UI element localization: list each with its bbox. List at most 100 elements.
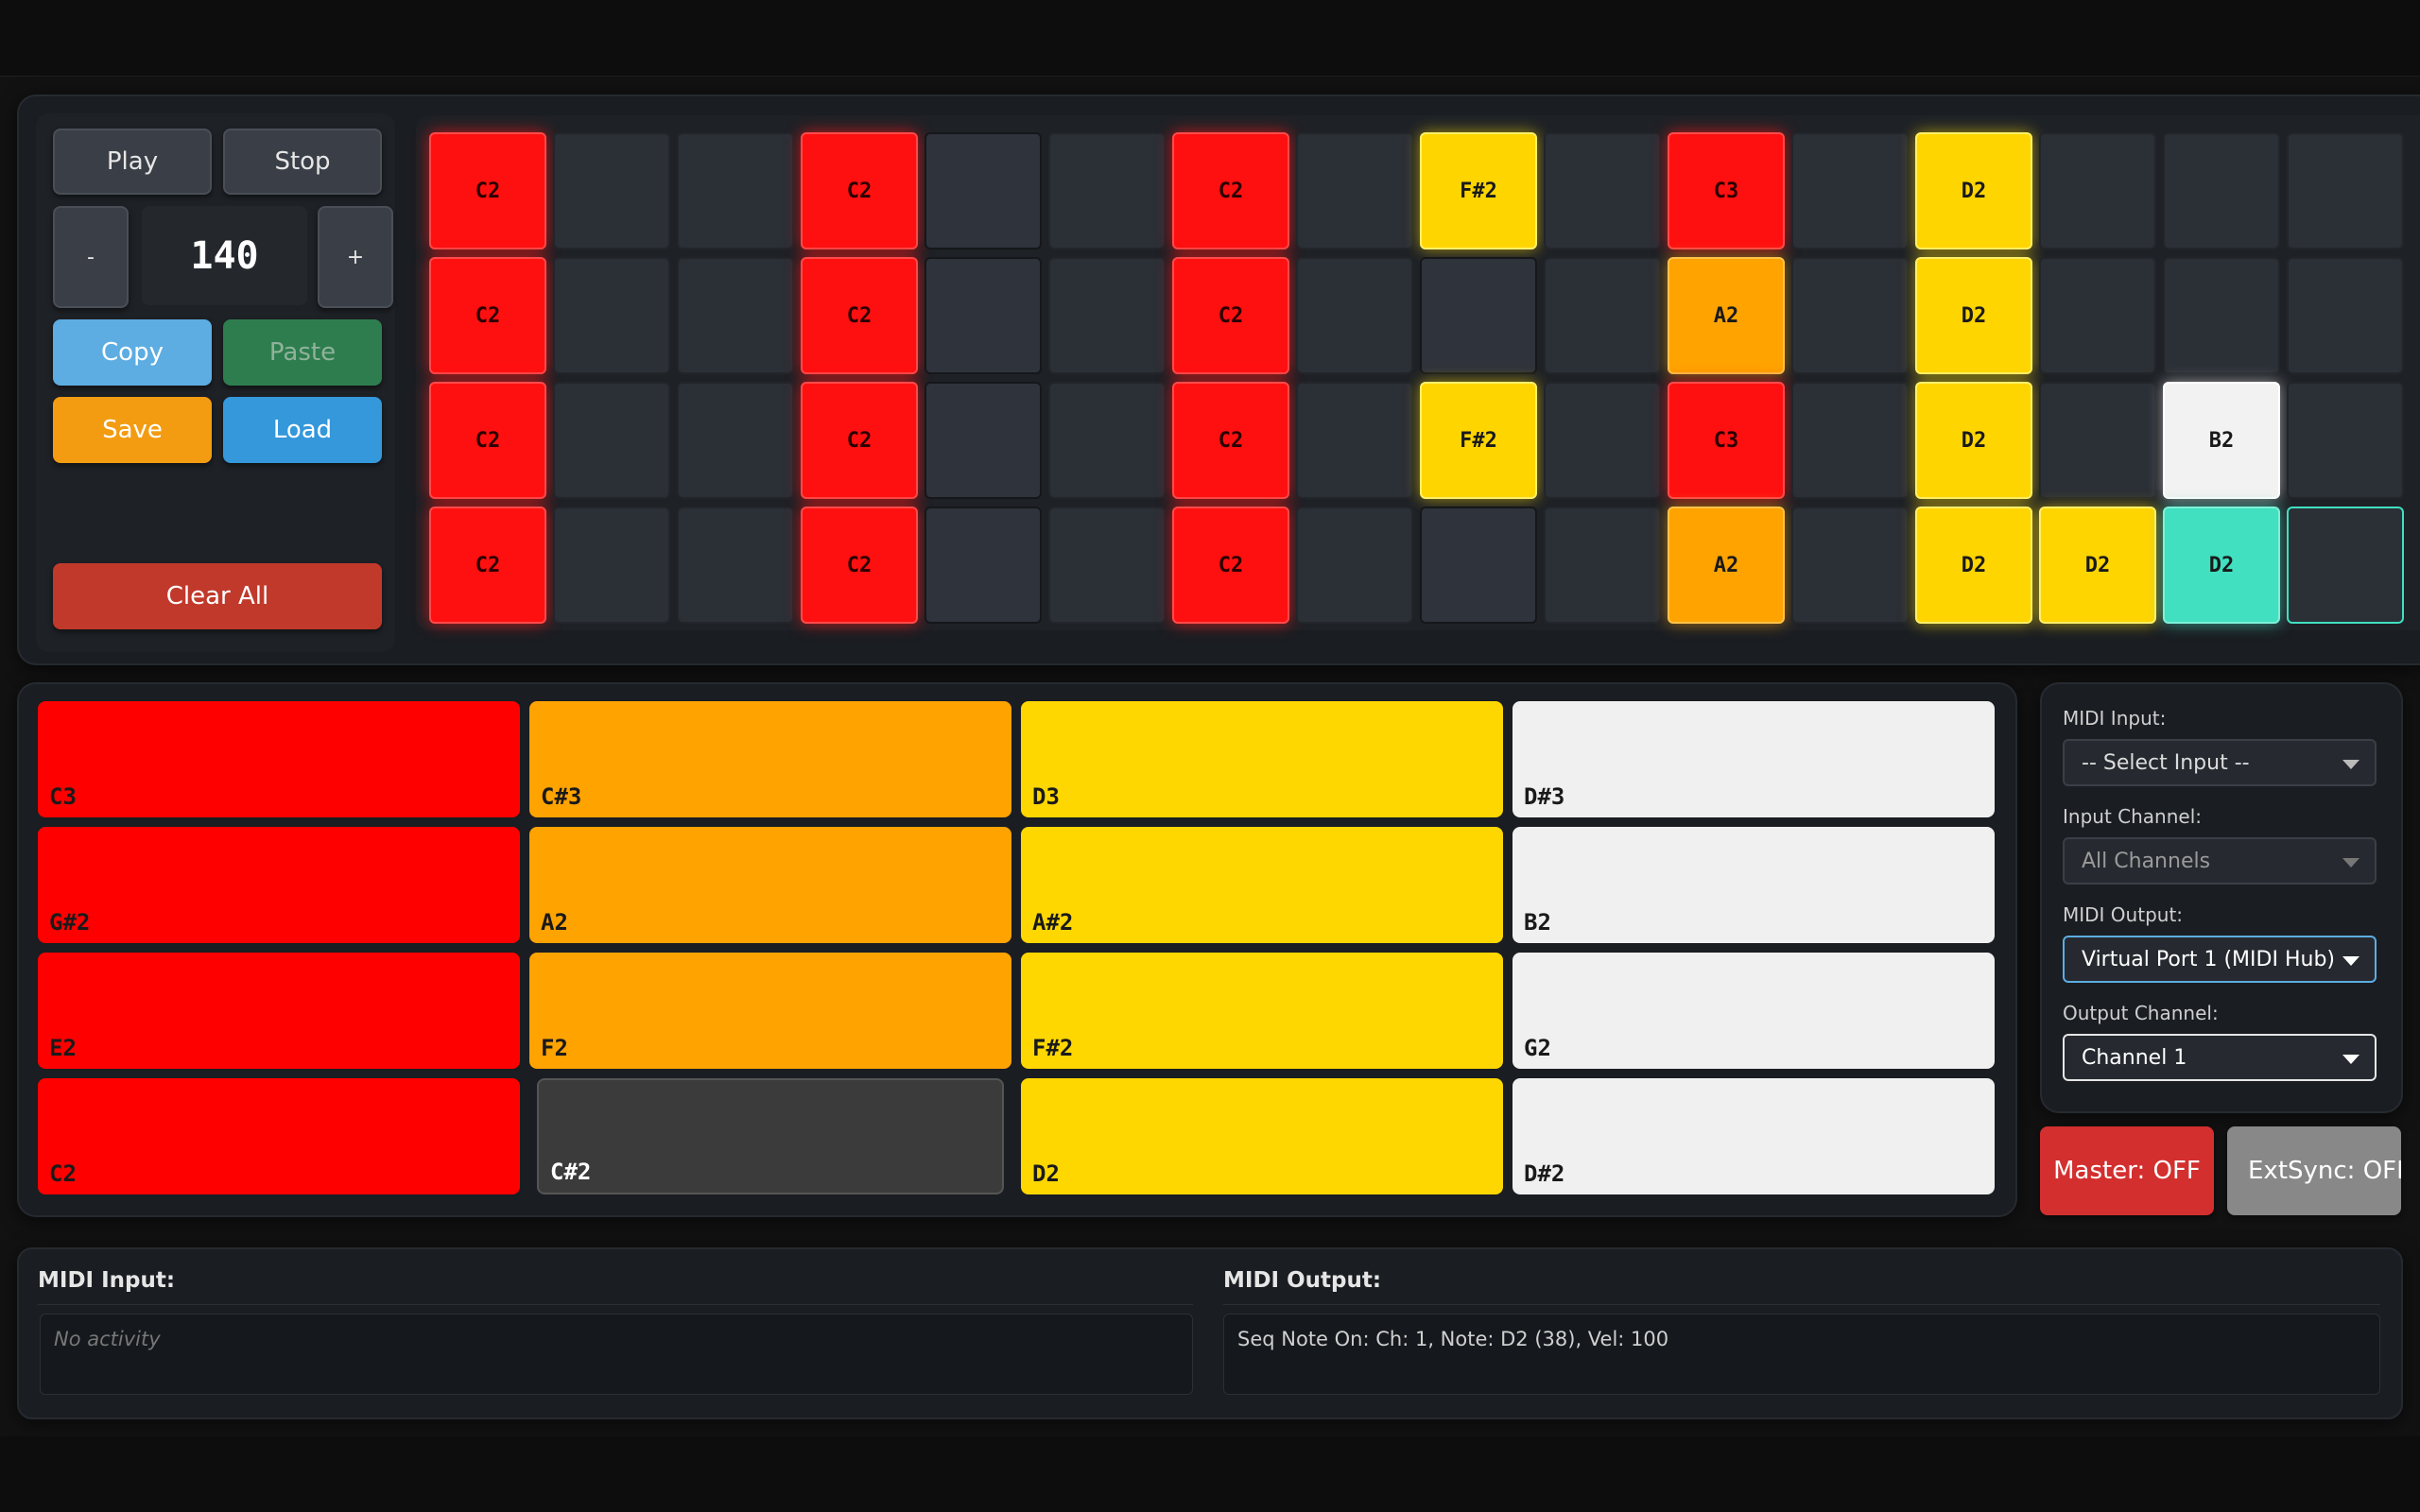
clear-all-button[interactable]: Clear All [53, 563, 382, 629]
step-cell[interactable] [553, 257, 670, 374]
step-cell[interactable] [1048, 132, 1166, 249]
input-channel-select[interactable]: All Channels [2063, 837, 2377, 885]
extsync-toggle-button[interactable]: ExtSync: OFF [2227, 1126, 2401, 1215]
step-cell[interactable]: D2 [1915, 507, 2032, 624]
tempo-decrement-button[interactable]: - [53, 206, 129, 308]
stop-button[interactable]: Stop [223, 129, 382, 195]
step-cell[interactable]: A2 [1668, 507, 1785, 624]
step-cell[interactable]: C2 [1172, 132, 1289, 249]
step-cell[interactable] [677, 257, 794, 374]
drum-pad[interactable]: F2 [529, 953, 1011, 1069]
drum-pad[interactable]: B2 [1512, 827, 1995, 943]
step-cell[interactable]: A2 [1668, 257, 1785, 374]
step-cell[interactable] [1791, 382, 1909, 499]
step-cell[interactable] [2287, 382, 2404, 499]
step-cell[interactable] [677, 507, 794, 624]
step-cell[interactable]: C2 [429, 382, 546, 499]
step-cell[interactable] [1791, 132, 1909, 249]
drum-pad[interactable]: D#2 [1512, 1078, 1995, 1194]
step-cell[interactable]: D2 [2039, 507, 2156, 624]
step-cell[interactable] [2287, 507, 2404, 624]
copy-button[interactable]: Copy [53, 319, 212, 386]
drum-pad[interactable]: A2 [529, 827, 1011, 943]
step-cell[interactable]: B2 [2163, 382, 2280, 499]
midi-input-label: MIDI Input: [2063, 707, 2167, 730]
step-cell[interactable] [1544, 257, 1661, 374]
pad-note-label: D3 [1032, 783, 1060, 810]
step-cell[interactable] [2287, 257, 2404, 374]
step-cell[interactable] [2287, 132, 2404, 249]
play-button[interactable]: Play [53, 129, 212, 195]
step-cell[interactable]: C2 [1172, 507, 1289, 624]
step-cell[interactable] [1296, 257, 1413, 374]
step-cell[interactable] [925, 382, 1042, 499]
step-cell[interactable]: C2 [429, 132, 546, 249]
drum-pad[interactable]: C#2 [537, 1078, 1004, 1194]
step-cell[interactable]: D2 [1915, 382, 2032, 499]
step-cell[interactable] [1296, 507, 1413, 624]
step-cell[interactable] [1544, 382, 1661, 499]
step-cell[interactable] [1791, 507, 1909, 624]
step-cell[interactable]: C3 [1668, 132, 1785, 249]
step-cell[interactable] [553, 382, 670, 499]
step-cell[interactable]: C2 [1172, 257, 1289, 374]
step-cell[interactable] [2039, 132, 2156, 249]
midi-output-select[interactable]: Virtual Port 1 (MIDI Hub) [2063, 936, 2377, 983]
step-cell[interactable] [1048, 382, 1166, 499]
step-cell[interactable]: C2 [429, 257, 546, 374]
step-cell[interactable] [1296, 132, 1413, 249]
step-cell[interactable]: C2 [1172, 382, 1289, 499]
step-cell[interactable] [2163, 257, 2280, 374]
drum-pad[interactable]: F#2 [1021, 953, 1503, 1069]
step-cell[interactable] [1544, 132, 1661, 249]
step-cell[interactable]: F#2 [1420, 132, 1537, 249]
step-cell[interactable] [925, 507, 1042, 624]
step-cell[interactable] [925, 257, 1042, 374]
step-cell[interactable] [553, 507, 670, 624]
drum-pad[interactable]: G#2 [38, 827, 520, 943]
chevron-down-icon [2342, 858, 2360, 868]
drum-pad[interactable]: C2 [38, 1078, 520, 1194]
save-button[interactable]: Save [53, 397, 212, 463]
step-cell[interactable] [1296, 382, 1413, 499]
load-button[interactable]: Load [223, 397, 382, 463]
drum-pad[interactable]: C3 [38, 701, 520, 817]
midi-input-log: No activity [40, 1314, 1193, 1395]
step-cell[interactable] [1048, 507, 1166, 624]
step-cell[interactable] [677, 382, 794, 499]
step-cell[interactable] [553, 132, 670, 249]
step-cell[interactable]: D2 [2163, 507, 2280, 624]
drum-pad[interactable]: C#3 [529, 701, 1011, 817]
pad-note-label: D#3 [1524, 783, 1565, 810]
step-cell[interactable] [2039, 257, 2156, 374]
step-cell[interactable] [1420, 257, 1537, 374]
drum-pad[interactable]: E2 [38, 953, 520, 1069]
master-toggle-button[interactable]: Master: OFF [2040, 1126, 2214, 1215]
step-cell[interactable] [2039, 382, 2156, 499]
step-cell[interactable]: D2 [1915, 257, 2032, 374]
step-cell[interactable] [1420, 507, 1537, 624]
step-cell[interactable] [1544, 507, 1661, 624]
step-cell[interactable]: C2 [801, 507, 918, 624]
step-cell[interactable] [1048, 257, 1166, 374]
tempo-increment-button[interactable]: + [318, 206, 393, 308]
step-cell[interactable]: C2 [429, 507, 546, 624]
step-cell[interactable] [677, 132, 794, 249]
step-cell[interactable] [2163, 132, 2280, 249]
paste-button[interactable]: Paste [223, 319, 382, 386]
step-cell[interactable]: F#2 [1420, 382, 1537, 499]
drum-pad[interactable]: D2 [1021, 1078, 1503, 1194]
step-cell[interactable]: D2 [1915, 132, 2032, 249]
step-cell[interactable]: C3 [1668, 382, 1785, 499]
step-cell[interactable]: C2 [801, 132, 918, 249]
step-cell[interactable] [1791, 257, 1909, 374]
step-cell[interactable]: C2 [801, 382, 918, 499]
output-channel-select[interactable]: Channel 1 [2063, 1034, 2377, 1081]
drum-pad[interactable]: G2 [1512, 953, 1995, 1069]
drum-pad[interactable]: D#3 [1512, 701, 1995, 817]
step-cell[interactable]: C2 [801, 257, 918, 374]
drum-pad[interactable]: D3 [1021, 701, 1503, 817]
drum-pad[interactable]: A#2 [1021, 827, 1503, 943]
midi-input-select[interactable]: -- Select Input -- [2063, 739, 2377, 786]
step-cell[interactable] [925, 132, 1042, 249]
